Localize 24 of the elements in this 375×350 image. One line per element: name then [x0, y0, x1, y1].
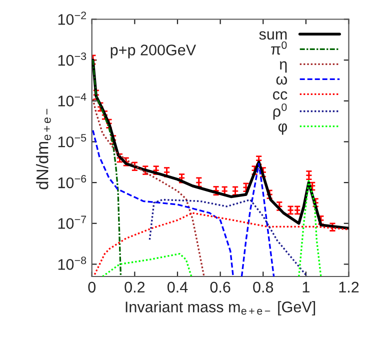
- x-tick-label: 1.2: [339, 282, 359, 292]
- y-tick-label: 10$^{−2}$: [58, 12, 86, 25]
- legend-label: cc: [273, 91, 288, 100]
- y-tick-label: 10$^{−3}$: [58, 52, 86, 66]
- x-tick-label: 0.8: [253, 282, 274, 293]
- y-tick-label: 10$^{−5}$: [58, 134, 86, 148]
- legend-label: ρ$^{0}$: [273, 103, 287, 120]
- x-tick-label: 0.4: [167, 282, 188, 293]
- y-tick-label: 10$^{−4}$: [58, 93, 86, 106]
- legend-label: sum: [259, 31, 287, 40]
- annotation: p+p 200GeV: [110, 44, 196, 58]
- x-axis-title: Invariant mass m$_{e+e−}$ [GeV]: [126, 301, 316, 316]
- legend-label: π$^{0}$: [271, 41, 287, 55]
- y-tick-label: 10$^{−7}$: [58, 216, 86, 229]
- x-tick-label: 1: [302, 282, 310, 292]
- legend-label: ω: [276, 76, 288, 85]
- y-tick-label: 10$^{−8}$: [58, 256, 86, 270]
- x-tick-label: 0.6: [210, 282, 230, 293]
- legend-label: η: [280, 61, 287, 73]
- legend-label: φ: [278, 123, 287, 135]
- y-axis-title: dN/dm$_{e+e−}$: [36, 108, 51, 190]
- x-tick-label: 0.2: [124, 282, 145, 293]
- y-tick-label: 10$^{−6}$: [58, 174, 86, 188]
- x-tick-label: 0: [88, 282, 96, 293]
